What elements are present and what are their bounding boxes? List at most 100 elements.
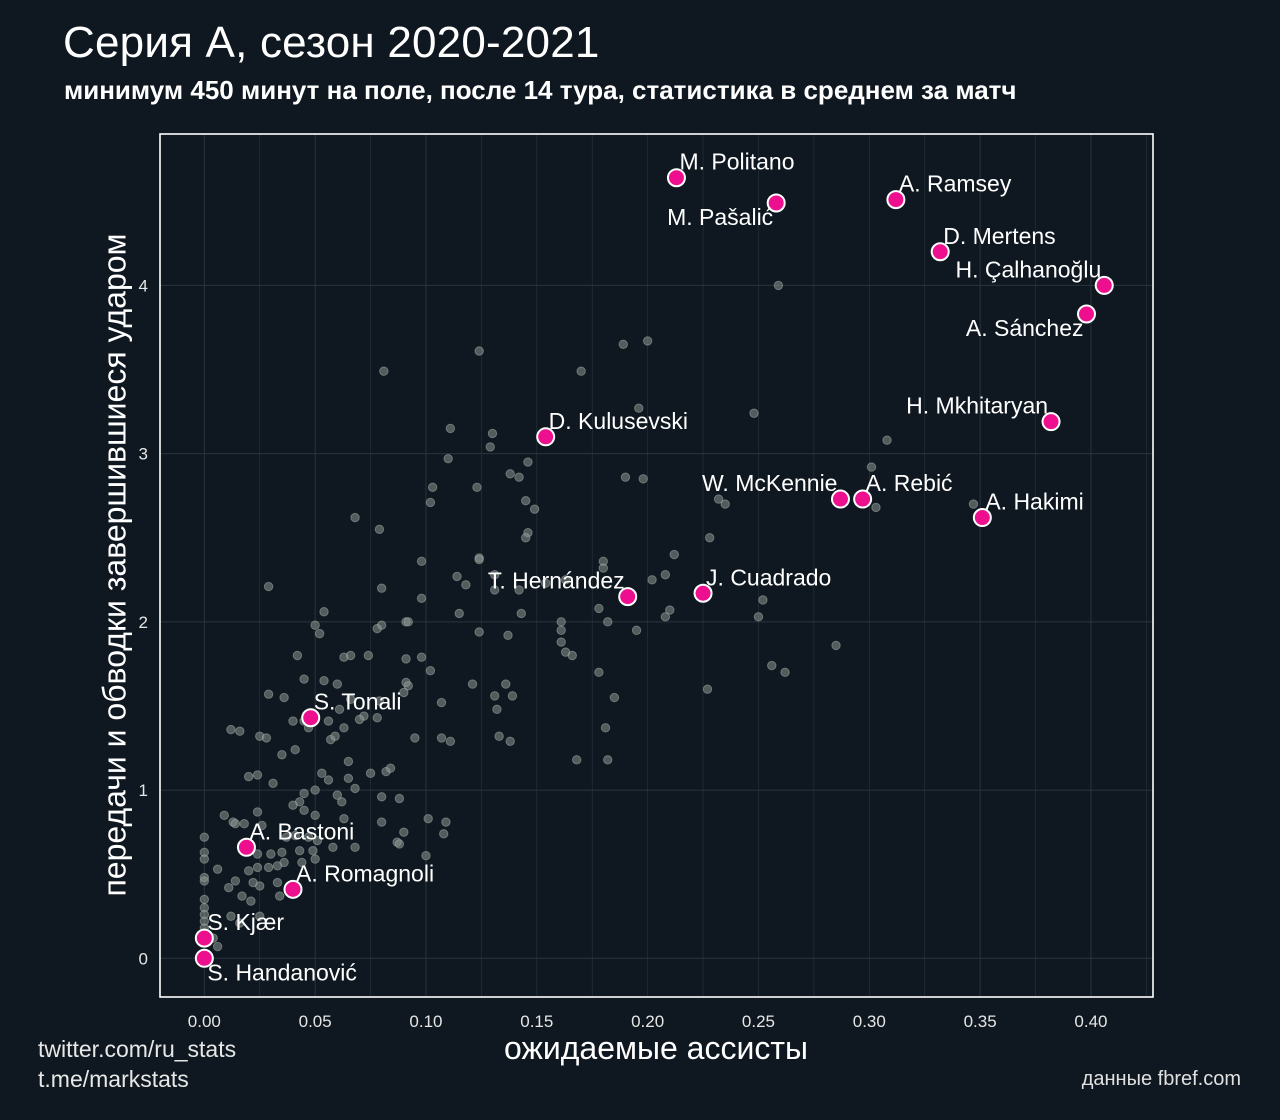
data-point — [540, 578, 551, 588]
credit-telegram-link[interactable]: t.me/markstats — [38, 1066, 189, 1092]
data-point — [261, 733, 272, 743]
data-point — [243, 771, 254, 782]
x-tick-label: 0.25 — [742, 1012, 775, 1031]
data-point — [237, 891, 247, 901]
data-point — [492, 704, 502, 715]
data-point — [379, 366, 389, 376]
data-point — [713, 494, 724, 504]
data-point — [501, 679, 511, 689]
data-point — [780, 667, 790, 678]
y-axis-ticks: 0 1 2 3 4 — [139, 276, 148, 968]
data-point — [252, 862, 263, 873]
data-point — [299, 788, 309, 799]
data-point — [277, 847, 287, 858]
player-label: H. Mkhitaryan — [906, 393, 1048, 419]
grid-lines — [160, 134, 1153, 997]
player-label: M. Politano — [679, 149, 794, 175]
data-point — [314, 628, 325, 639]
data-point — [647, 575, 657, 585]
data-point — [374, 696, 385, 706]
x-axis-label: ожидаемые ассисты — [504, 1030, 808, 1066]
player-label: A. Ramsey — [899, 171, 1012, 197]
data-source: данные fbref.com — [1081, 1068, 1241, 1090]
data-point — [394, 793, 405, 804]
data-point — [343, 773, 354, 784]
data-point — [514, 472, 524, 482]
data-point — [642, 336, 653, 346]
data-point — [507, 691, 518, 701]
data-point — [474, 346, 484, 356]
data-point — [445, 423, 456, 434]
data-point — [290, 745, 300, 755]
player-label: S. Handanović — [207, 959, 357, 985]
data-point — [399, 687, 409, 698]
data-point — [758, 595, 768, 605]
y-tick-label: 0 — [139, 949, 148, 968]
data-point — [767, 660, 777, 671]
data-point — [363, 650, 374, 661]
data-point — [376, 792, 387, 802]
data-point — [968, 499, 979, 509]
data-point — [521, 496, 531, 506]
highlight-point — [618, 587, 638, 607]
player-label: A. Sánchez — [966, 315, 1084, 341]
other-players-points — [199, 280, 979, 952]
x-tick-label: 0.10 — [409, 1012, 442, 1031]
data-point — [288, 800, 298, 810]
data-point — [452, 571, 462, 582]
data-point — [421, 850, 431, 861]
data-point — [521, 533, 531, 543]
data-point — [310, 620, 320, 630]
highlighted-player: S. Handanović — [194, 948, 357, 985]
data-point — [631, 625, 642, 635]
player-label: D. Mertens — [943, 223, 1055, 249]
data-point — [436, 697, 447, 708]
data-point — [603, 617, 613, 627]
data-point — [350, 512, 360, 523]
data-point — [665, 605, 675, 615]
data-point — [212, 864, 223, 874]
data-point — [556, 625, 566, 635]
data-point — [199, 832, 210, 842]
data-point — [576, 366, 586, 376]
data-point — [350, 783, 360, 794]
data-point — [638, 474, 648, 484]
highlighted-player: A. Hakimi — [972, 489, 1084, 528]
data-point — [556, 637, 566, 647]
data-point — [704, 533, 715, 543]
data-point — [334, 704, 345, 715]
highlighted-player: A. Rebić — [853, 470, 953, 509]
data-point — [454, 608, 464, 619]
data-point — [871, 502, 881, 513]
data-point — [274, 891, 285, 901]
data-point — [279, 692, 289, 703]
data-point — [749, 408, 759, 418]
data-point — [272, 877, 283, 888]
highlighted-player: W. McKennie — [702, 470, 850, 509]
credit-twitter-link[interactable]: twitter.com/ru_stats — [38, 1036, 237, 1062]
data-point — [560, 575, 571, 585]
data-point — [594, 667, 604, 678]
highlight-point — [830, 489, 850, 509]
highlight-point — [194, 948, 214, 968]
data-point — [263, 581, 274, 592]
x-tick-label: 0.00 — [188, 1012, 221, 1031]
data-point — [255, 881, 265, 891]
data-point — [445, 736, 456, 746]
player-label: A. Romagnoli — [296, 860, 434, 886]
data-point — [660, 570, 671, 580]
x-tick-label: 0.40 — [1074, 1012, 1107, 1031]
data-point — [268, 778, 278, 789]
highlight-point — [886, 190, 906, 210]
data-point — [345, 694, 356, 704]
player-label: A. Hakimi — [985, 489, 1083, 515]
data-point — [290, 830, 300, 841]
data-point — [403, 681, 413, 691]
data-point — [556, 617, 566, 627]
data-point — [252, 770, 263, 780]
data-point — [299, 805, 309, 815]
data-point — [474, 554, 484, 565]
highlighted-player: T. Hernández — [488, 568, 638, 607]
highlighted-player: A. Ramsey — [886, 171, 1012, 210]
